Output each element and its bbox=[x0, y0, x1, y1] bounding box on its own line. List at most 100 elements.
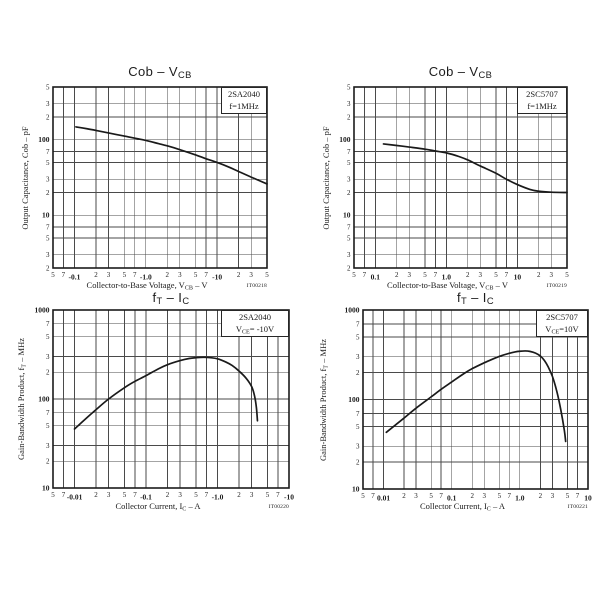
x-tick-label: 7 bbox=[133, 491, 137, 499]
y-tick-label: 7 bbox=[347, 148, 351, 156]
x-tick-label: 2 bbox=[470, 492, 474, 500]
y-tick-label: 7 bbox=[46, 320, 50, 328]
plot-border bbox=[52, 86, 268, 269]
x-tick-label: 1.0 bbox=[442, 273, 452, 282]
x-tick-label: 7 bbox=[276, 491, 280, 499]
figure-code: IT00218 bbox=[246, 283, 267, 289]
figure-code: IT00220 bbox=[268, 504, 289, 510]
y-tick-label: 5 bbox=[356, 423, 360, 431]
y-tick-label: 3 bbox=[46, 176, 50, 184]
x-tick-label: 7 bbox=[439, 492, 443, 500]
y-axis-label: Output Capacitance, Cob – pF bbox=[321, 125, 331, 230]
chart-title: fT – IC bbox=[457, 290, 494, 307]
plot-border bbox=[362, 309, 589, 490]
x-tick-label: 3 bbox=[249, 271, 253, 279]
x-axis-label: Collector-to-Base Voltage, VCB – V bbox=[387, 280, 508, 292]
plot-border bbox=[353, 86, 568, 269]
y-tick-label: 2 bbox=[46, 264, 50, 272]
y-tick-label: 5 bbox=[46, 333, 50, 341]
y-tick-label: 3 bbox=[46, 442, 50, 450]
y-tick-label: 7 bbox=[46, 223, 50, 231]
x-tick-label: -0.1 bbox=[140, 493, 152, 502]
y-tick-label: 1000 bbox=[345, 305, 360, 314]
x-tick-label: 10 bbox=[584, 494, 592, 503]
x-tick-label: 5 bbox=[51, 491, 55, 499]
x-tick-label: 7 bbox=[371, 492, 375, 500]
y-tick-label: 3 bbox=[46, 100, 50, 108]
x-tick-label: 5 bbox=[565, 271, 569, 279]
x-tick-label: 3 bbox=[107, 491, 111, 499]
y-tick-label: 5 bbox=[356, 333, 360, 341]
x-tick-label: 0.1 bbox=[447, 494, 457, 503]
x-tick-label: -0.01 bbox=[67, 493, 83, 502]
y-tick-label: 7 bbox=[46, 409, 50, 417]
y-tick-label: 10 bbox=[42, 483, 50, 492]
x-tick-label: 3 bbox=[551, 492, 555, 500]
x-tick-label: 5 bbox=[51, 271, 55, 279]
x-tick-label: 2 bbox=[539, 492, 543, 500]
x-tick-label: 5 bbox=[266, 491, 270, 499]
x-tick-label: 5 bbox=[123, 271, 127, 279]
x-tick-label: -1.0 bbox=[212, 493, 224, 502]
x-tick-label: 5 bbox=[361, 492, 365, 500]
x-axis-label: Collector Current, IC – A bbox=[419, 501, 506, 513]
x-tick-label: 2 bbox=[395, 271, 399, 279]
x-tick-label: 7 bbox=[434, 271, 438, 279]
chart-legend: 2SC5707 f=1MHz bbox=[517, 87, 567, 114]
y-tick-label: 2 bbox=[347, 189, 351, 197]
x-tick-label: 5 bbox=[429, 492, 433, 500]
x-tick-label: 3 bbox=[549, 271, 553, 279]
x-tick-label: -1.0 bbox=[140, 273, 152, 282]
y-axis-label: Output Capacitance, Cob – pF bbox=[20, 125, 30, 230]
chart-legend: 2SA2040 f=1MHz bbox=[221, 87, 267, 114]
x-tick-label: -10 bbox=[284, 493, 294, 502]
x-tick-label: 2 bbox=[166, 491, 170, 499]
x-tick-label: 5 bbox=[123, 491, 127, 499]
chart-plot-2: 5 7 -0.01 2 3 5 7 -0.1 2 3 5 7 -1.0 2 3 5 7 -101023571002… bbox=[35, 305, 295, 501]
y-tick-label: 100 bbox=[348, 395, 360, 404]
y-tick-label: 3 bbox=[347, 251, 351, 259]
y-tick-label: 2 bbox=[46, 458, 50, 466]
test-condition: f=1MHz bbox=[527, 100, 557, 111]
x-tick-label: 3 bbox=[107, 271, 111, 279]
y-tick-label: 2 bbox=[46, 113, 50, 121]
x-tick-label: 7 bbox=[62, 271, 66, 279]
x-tick-label: 5 bbox=[423, 271, 427, 279]
device-name: 2SC5707 bbox=[526, 89, 558, 99]
y-tick-label: 2 bbox=[356, 458, 360, 466]
x-axis-label: Collector Current, IC – A bbox=[115, 501, 201, 513]
x-tick-label: 2 bbox=[466, 271, 470, 279]
x-tick-label: 5 bbox=[194, 271, 198, 279]
figure-code: IT00221 bbox=[567, 504, 588, 510]
plot-border bbox=[52, 309, 290, 489]
data-curve bbox=[382, 143, 568, 194]
x-tick-label: -10 bbox=[212, 273, 222, 282]
y-tick-label: 5 bbox=[347, 83, 351, 91]
chart-title: fT – IC bbox=[152, 290, 190, 307]
x-tick-label: 3 bbox=[414, 492, 418, 500]
data-curve bbox=[73, 356, 259, 430]
y-tick-label: 7 bbox=[347, 223, 351, 231]
x-tick-label: 5 bbox=[352, 271, 356, 279]
y-tick-label: 5 bbox=[46, 159, 50, 167]
y-axis-label: Gain-Bandwidth Product, fT – MHz bbox=[16, 337, 28, 461]
y-tick-label: 2 bbox=[356, 369, 360, 377]
y-axis-label: Gain-Bandwidth Product, fT – MHz bbox=[318, 338, 330, 461]
figure-code: IT00219 bbox=[546, 283, 567, 289]
y-tick-label: 5 bbox=[46, 422, 50, 430]
test-condition: f=1MHz bbox=[229, 100, 259, 111]
y-tick-label: 1000 bbox=[35, 305, 50, 314]
y-tick-label: 10 bbox=[343, 211, 351, 220]
x-tick-label: 7 bbox=[576, 492, 580, 500]
x-tick-label: 7 bbox=[505, 271, 509, 279]
y-tick-label: 3 bbox=[46, 353, 50, 361]
x-tick-label: 10 bbox=[514, 273, 522, 282]
y-tick-label: 5 bbox=[347, 234, 351, 242]
y-tick-label: 3 bbox=[46, 251, 50, 259]
device-name: 2SA2040 bbox=[238, 312, 272, 322]
x-tick-label: 2 bbox=[402, 492, 406, 500]
y-tick-label: 2 bbox=[347, 113, 351, 121]
x-tick-label: 5 bbox=[194, 491, 198, 499]
